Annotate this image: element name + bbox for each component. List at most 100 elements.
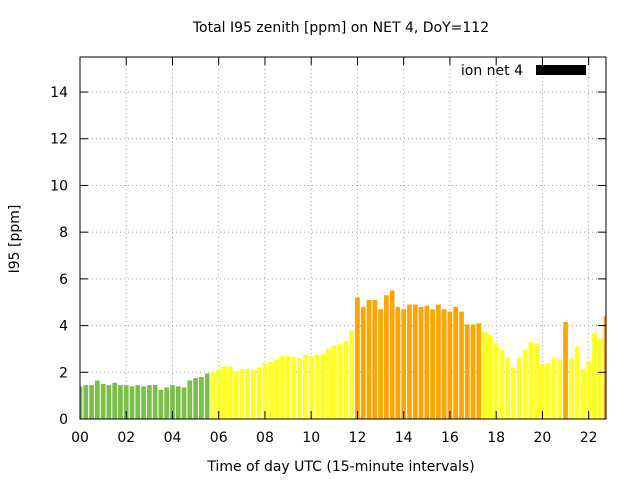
x-tick-label: 04 xyxy=(164,430,182,446)
y-tick-label: 12 xyxy=(50,132,68,148)
bar xyxy=(505,357,511,419)
bar xyxy=(245,368,250,419)
bar xyxy=(262,362,268,419)
bar xyxy=(551,358,557,419)
bar xyxy=(366,299,372,419)
bar xyxy=(291,357,297,419)
bar xyxy=(545,362,551,419)
x-tick-label: 14 xyxy=(395,430,413,446)
legend-swatch xyxy=(536,65,586,75)
bar xyxy=(534,344,540,419)
bar xyxy=(349,330,355,419)
bar xyxy=(227,366,233,419)
bar xyxy=(378,309,383,419)
x-tick-label: 16 xyxy=(441,430,459,446)
y-tick-label: 0 xyxy=(59,412,68,428)
bar xyxy=(216,368,222,419)
bar xyxy=(603,316,606,419)
bar xyxy=(557,359,563,419)
bar xyxy=(372,299,378,419)
bar xyxy=(146,385,152,419)
bar xyxy=(580,368,586,419)
bar xyxy=(279,355,285,419)
bar xyxy=(106,385,112,419)
chart-title: Total I95 zenith [ppm] on NET 4, DoY=112 xyxy=(192,20,489,36)
bar xyxy=(476,323,482,419)
bar xyxy=(389,290,395,419)
bar xyxy=(175,386,181,419)
bar xyxy=(447,311,453,419)
bar xyxy=(418,306,424,419)
bar xyxy=(326,348,331,419)
y-tick-label: 6 xyxy=(59,272,68,288)
y-tick-label: 14 xyxy=(50,85,68,101)
bar xyxy=(320,353,326,419)
x-tick-label: 00 xyxy=(71,430,89,446)
legend-label: ion net 4 xyxy=(461,63,523,79)
bar xyxy=(268,361,274,419)
bar xyxy=(181,387,187,419)
y-tick-label: 10 xyxy=(50,178,68,194)
bar xyxy=(170,385,175,419)
bar xyxy=(430,309,435,419)
bar xyxy=(123,385,129,419)
bar xyxy=(337,344,343,419)
bar xyxy=(592,332,597,419)
bar xyxy=(314,354,320,419)
bar xyxy=(528,341,534,419)
bar xyxy=(453,306,459,419)
bar xyxy=(574,346,580,419)
bar xyxy=(516,358,522,419)
bar xyxy=(343,340,349,419)
bar xyxy=(331,345,337,419)
bar xyxy=(459,311,464,419)
y-axis-label: I95 [ppm] xyxy=(7,205,23,274)
bars xyxy=(80,290,606,419)
x-tick-label: 12 xyxy=(349,430,367,446)
bar xyxy=(511,367,516,419)
x-tick-label: 06 xyxy=(210,430,228,446)
bar xyxy=(383,295,389,419)
bar xyxy=(135,385,141,419)
bar xyxy=(563,322,568,419)
bar xyxy=(540,364,545,419)
x-tick-label: 02 xyxy=(117,430,135,446)
bar xyxy=(407,304,412,419)
plot-frame xyxy=(79,56,607,420)
bar xyxy=(568,358,574,419)
bar xyxy=(441,309,447,419)
bar xyxy=(80,386,83,419)
bar xyxy=(395,306,401,419)
bar xyxy=(158,389,164,419)
bar xyxy=(94,380,100,419)
bar xyxy=(493,343,499,419)
bar xyxy=(210,372,216,419)
bar xyxy=(222,366,227,419)
bar xyxy=(187,380,193,419)
bar xyxy=(308,355,314,419)
bar xyxy=(488,334,493,419)
bar xyxy=(297,358,303,419)
y-tick-label: 4 xyxy=(59,319,68,335)
bar xyxy=(152,385,158,419)
bar xyxy=(251,369,256,419)
x-tick-label: 22 xyxy=(580,430,598,446)
bar xyxy=(112,382,118,419)
bar xyxy=(586,361,592,419)
bar xyxy=(118,385,123,419)
bar xyxy=(482,331,487,419)
bar xyxy=(83,385,89,419)
bar xyxy=(256,367,262,419)
bar xyxy=(233,371,239,419)
y-tick-label: 8 xyxy=(59,225,68,241)
bar xyxy=(285,355,291,419)
bar xyxy=(401,309,407,419)
bar xyxy=(360,306,366,419)
x-tick-label: 10 xyxy=(302,430,320,446)
bar xyxy=(89,385,94,419)
x-axis-label: Time of day UTC (15-minute intervals) xyxy=(206,459,474,475)
bar xyxy=(141,386,146,419)
bar xyxy=(436,304,441,419)
bar xyxy=(499,350,505,419)
